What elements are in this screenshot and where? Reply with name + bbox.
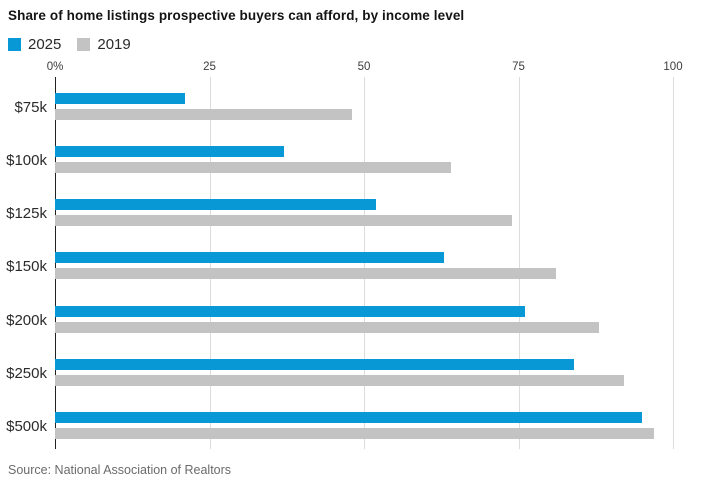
bar-2025-500k — [55, 411, 643, 423]
bar-group-100k: $100k — [6, 130, 673, 183]
bar-2019-75k — [55, 109, 352, 120]
x-tick-label-25: 25 — [203, 61, 216, 73]
bar-group-75k: $75k — [14, 77, 673, 130]
bar-2025-200k — [55, 305, 525, 317]
legend-label-2019: 2019 — [97, 35, 131, 53]
bar-group-250k: $250k — [6, 343, 673, 396]
legend-swatch-2019 — [77, 37, 91, 51]
bar-2019-150k — [55, 268, 556, 280]
legend: 2025 2019 — [8, 35, 706, 53]
category-label-100k: $100k — [6, 152, 47, 170]
gridline-100 — [673, 77, 674, 449]
x-tick-label-50: 50 — [357, 61, 371, 73]
category-label-150k: $150k — [6, 258, 47, 276]
legend-item-2019: 2019 — [77, 35, 131, 53]
source-note: Source: National Association of Realtors — [8, 463, 232, 477]
legend-item-2025: 2025 — [8, 36, 61, 53]
bar-2025-250k — [55, 358, 575, 370]
bar-2019-125k — [55, 215, 513, 227]
gridline-75 — [518, 77, 520, 449]
x-tick-label-0: 0% — [46, 61, 64, 73]
legend-label-2025: 2025 — [28, 35, 62, 53]
x-tick-label-75: 75 — [512, 61, 525, 73]
plot-area: $75k $100k $125k $150k $200k $250k $500k — [6, 77, 674, 449]
bar-2025-100k — [55, 146, 284, 158]
chart-title: Share of home listings prospective buyer… — [8, 8, 465, 23]
category-label-200k: $200k — [6, 311, 47, 329]
category-label-125k: $125k — [6, 205, 47, 223]
bar-group-150k: $150k — [6, 236, 673, 289]
bar-group-200k: $200k — [6, 290, 673, 343]
x-axis-tick-labels: 0% 25 50 75 100 — [47, 61, 683, 75]
category-label-75k: $75k — [14, 99, 47, 116]
category-label-500k: $500k — [6, 417, 47, 435]
category-label-250k: $250k — [6, 364, 47, 382]
bar-group-125k: $125k — [6, 183, 673, 236]
bar-2019-250k — [55, 374, 624, 386]
bar-2025-75k — [55, 93, 185, 104]
bar-2019-200k — [55, 321, 599, 333]
bar-2019-100k — [55, 162, 451, 174]
x-tick-label-100: 100 — [663, 61, 683, 73]
legend-swatch-2025 — [8, 37, 21, 51]
bar-2019-500k — [55, 427, 655, 439]
bar-group-500k: $500k — [6, 396, 673, 449]
bar-2025-125k — [55, 199, 377, 211]
bar-2025-150k — [55, 252, 445, 264]
